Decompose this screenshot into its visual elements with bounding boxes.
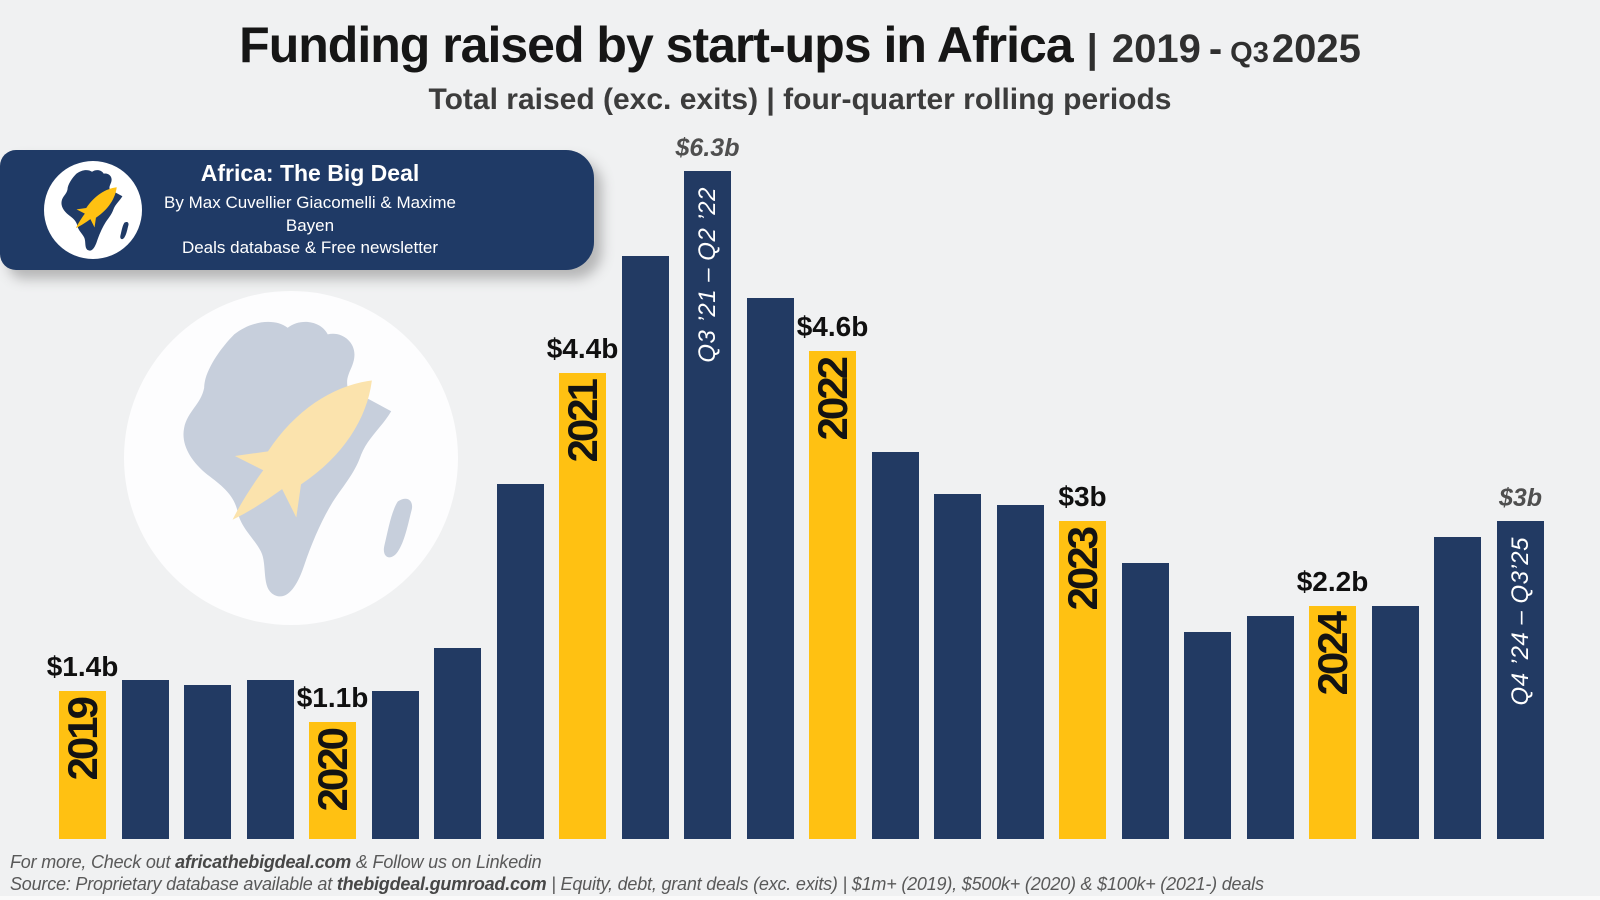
period-label: Q3 ’21 – Q2 ’22 bbox=[684, 187, 731, 363]
bar-period-23 bbox=[1434, 537, 1481, 839]
bar-period-20 bbox=[1247, 616, 1294, 839]
year-label-text: 2023 bbox=[1058, 529, 1106, 611]
bar-period-19 bbox=[1184, 632, 1231, 839]
year-label-text: 2020 bbox=[308, 730, 356, 812]
bar-period-15 bbox=[934, 494, 981, 839]
year-label: 2019 bbox=[59, 699, 106, 780]
title-range-quarter: Q3 bbox=[1230, 37, 1269, 69]
footer-link-text: africathebigdeal.com bbox=[175, 852, 352, 872]
value-label: $1.4b bbox=[46, 651, 119, 682]
brand-logo bbox=[44, 161, 142, 259]
year-label-text: 2024 bbox=[1308, 614, 1356, 696]
value-label: $2.2b bbox=[1296, 566, 1369, 597]
title-range-dash: - bbox=[1208, 27, 1223, 71]
bar-period-9-2021: 2021 $4.4b bbox=[547, 333, 618, 839]
year-label: 2020 bbox=[309, 730, 356, 811]
footer-line-source: Source: Proprietary database available a… bbox=[10, 873, 1264, 895]
year-label: 2021 bbox=[559, 381, 606, 462]
footer-text: Source: Proprietary database available a… bbox=[10, 874, 337, 894]
rocket-icon bbox=[75, 187, 117, 229]
bar-period-22 bbox=[1372, 606, 1419, 839]
badge-byline: By Max Cuvellier Giacomelli & Maxime Bay… bbox=[164, 192, 456, 235]
bar-period-21-2024: 2024 $2.2b bbox=[1297, 566, 1368, 839]
period-label-text: Q4 ’24 – Q3’25 bbox=[1506, 537, 1534, 706]
bar-period-16 bbox=[997, 505, 1044, 839]
bar-period-3 bbox=[184, 685, 231, 839]
year-label-text: 2021 bbox=[558, 381, 606, 463]
badge-title: Africa: The Big Deal bbox=[200, 159, 420, 186]
value-label: $4.4b bbox=[546, 333, 619, 364]
bar-period-1-2019: 2019 $1.4b bbox=[47, 651, 118, 839]
bar-period-5-2020: 2020 $1.1b bbox=[297, 682, 368, 839]
rocket-icon bbox=[232, 380, 372, 520]
bar-period-6 bbox=[372, 691, 419, 839]
footer-line-promo: For more, Check out africathebigdeal.com… bbox=[10, 851, 1264, 873]
bar-period-12 bbox=[747, 298, 794, 839]
footer: For more, Check out africathebigdeal.com… bbox=[10, 851, 1264, 895]
title-block: Funding raised by start-ups in Africa | … bbox=[0, 16, 1600, 117]
period-label: Q4 ’24 – Q3’25 bbox=[1497, 537, 1544, 705]
watermark-logo bbox=[124, 291, 458, 625]
badge-text: Africa: The Big Deal By Max Cuvellier Gi… bbox=[160, 150, 460, 270]
bar-period-2 bbox=[122, 680, 169, 839]
year-label: 2023 bbox=[1059, 529, 1106, 610]
footer-text: | Equity, debt, grant deals (exc. exits)… bbox=[546, 874, 1264, 894]
year-label-text: 2022 bbox=[808, 359, 856, 441]
period-label-text: Q3 ’21 – Q2 ’22 bbox=[693, 187, 721, 363]
year-label: 2024 bbox=[1309, 614, 1356, 695]
year-label-text: 2019 bbox=[58, 699, 106, 781]
bar-period-8 bbox=[497, 484, 544, 839]
footer-text: For more, Check out bbox=[10, 852, 176, 872]
title-range-end: 2025 bbox=[1271, 27, 1361, 71]
value-label: $3b bbox=[1498, 484, 1543, 512]
bar-period-13-2022: 2022 $4.6b bbox=[797, 311, 868, 839]
year-label: 2022 bbox=[809, 359, 856, 440]
value-label: $1.1b bbox=[296, 682, 369, 713]
chart-subtitle: Total raised (exc. exits) | four-quarter… bbox=[428, 83, 1172, 116]
bar-period-18 bbox=[1122, 563, 1169, 839]
bar-period-10 bbox=[622, 256, 669, 839]
globe-circle-icon bbox=[124, 291, 458, 625]
badge-tagline: Deals database & Free newsletter bbox=[181, 238, 439, 258]
value-label: $6.3b bbox=[675, 134, 740, 162]
page-title: Funding raised by start-ups in Africa bbox=[239, 17, 1073, 73]
value-label: $3b bbox=[1058, 481, 1107, 512]
value-label: $4.6b bbox=[796, 311, 869, 342]
globe-circle-icon bbox=[44, 161, 142, 259]
bar-period-24: Q4 ’24 – Q3’25 $3b bbox=[1497, 484, 1544, 839]
bar-period-17-2023: 2023 $3b bbox=[1058, 481, 1107, 839]
brand-badge: Africa: The Big Deal By Max Cuvellier Gi… bbox=[0, 150, 594, 270]
bar-period-11: Q3 ’21 – Q2 ’22 $6.3b bbox=[676, 134, 739, 839]
footer-link-text: thebigdeal.gumroad.com bbox=[336, 874, 547, 894]
bar-period-14 bbox=[872, 452, 919, 839]
bar-period-7 bbox=[434, 648, 481, 839]
title-range-start: 2019 bbox=[1111, 27, 1201, 71]
bottom-edge-strip bbox=[0, 896, 1600, 900]
title-separator: | bbox=[1086, 27, 1098, 71]
footer-text: & Follow us on Linkedin bbox=[351, 852, 542, 872]
bar-period-4 bbox=[247, 680, 294, 839]
